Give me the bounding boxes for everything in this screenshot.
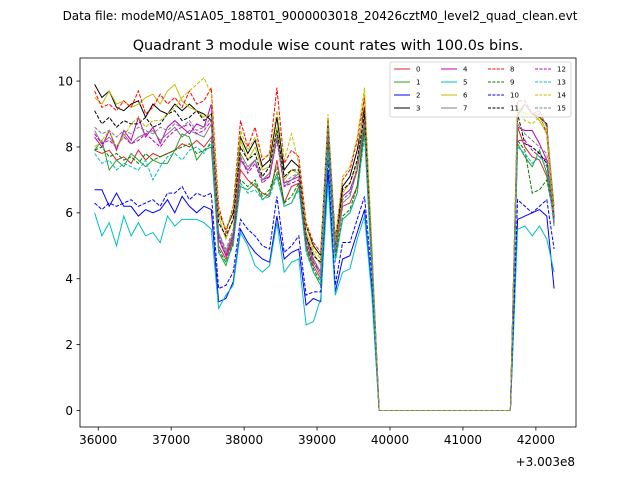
legend-label-11: 11 (510, 105, 519, 113)
plot-area (94, 76, 555, 411)
axes-frame (79, 57, 577, 428)
legend-box (389, 61, 572, 118)
legend-label-1: 1 (416, 79, 420, 87)
series-line-0 (94, 123, 555, 411)
axes: 36000 37000 38000 39000 40000 41000 42000 0 2 4 6 8… (58, 57, 577, 447)
series-line-1 (94, 130, 555, 411)
y-tick-label: 8 (65, 140, 73, 154)
legend-label-2: 2 (416, 92, 420, 100)
x-tick-label: 39000 (298, 433, 336, 447)
x-tick-label: 38000 (225, 433, 263, 447)
chart-title: Quadrant 3 module wise count rates with … (133, 38, 524, 54)
legend-label-8: 8 (510, 66, 514, 74)
legend-label-3: 3 (416, 105, 420, 113)
x-tick-label: 41000 (444, 433, 482, 447)
x-tick-label: 40000 (371, 433, 409, 447)
legend-label-15: 15 (557, 105, 566, 113)
legend-label-7: 7 (463, 105, 467, 113)
series-line-15 (94, 115, 555, 411)
legend-label-14: 14 (557, 92, 566, 100)
legend-label-13: 13 (557, 79, 566, 87)
x-tick-label: 36000 (79, 433, 117, 447)
x-offset-label: +3.003e8 (516, 455, 575, 469)
legend-label-4: 4 (463, 66, 468, 74)
legend-label-5: 5 (463, 79, 467, 87)
x-tick-label: 42000 (517, 433, 555, 447)
y-tick-label: 10 (58, 74, 73, 88)
y-tick-label: 2 (65, 338, 73, 352)
y-tick-label: 0 (65, 404, 73, 418)
legend-label-0: 0 (416, 66, 420, 74)
legend-label-6: 6 (463, 92, 468, 100)
legend-label-10: 10 (510, 92, 519, 100)
x-tick-label: 37000 (152, 433, 190, 447)
series-line-9 (94, 127, 555, 411)
y-tick-label: 4 (65, 272, 73, 286)
legend-label-12: 12 (557, 66, 566, 74)
figure-suptitle: Data file: modeM0/AS1A05_188T01_90000030… (63, 9, 578, 23)
series-line-4 (94, 103, 555, 411)
y-tick-label: 6 (65, 206, 73, 220)
series-line-12 (94, 119, 555, 411)
legend-label-9: 9 (510, 79, 514, 87)
series-line-7 (94, 103, 555, 411)
